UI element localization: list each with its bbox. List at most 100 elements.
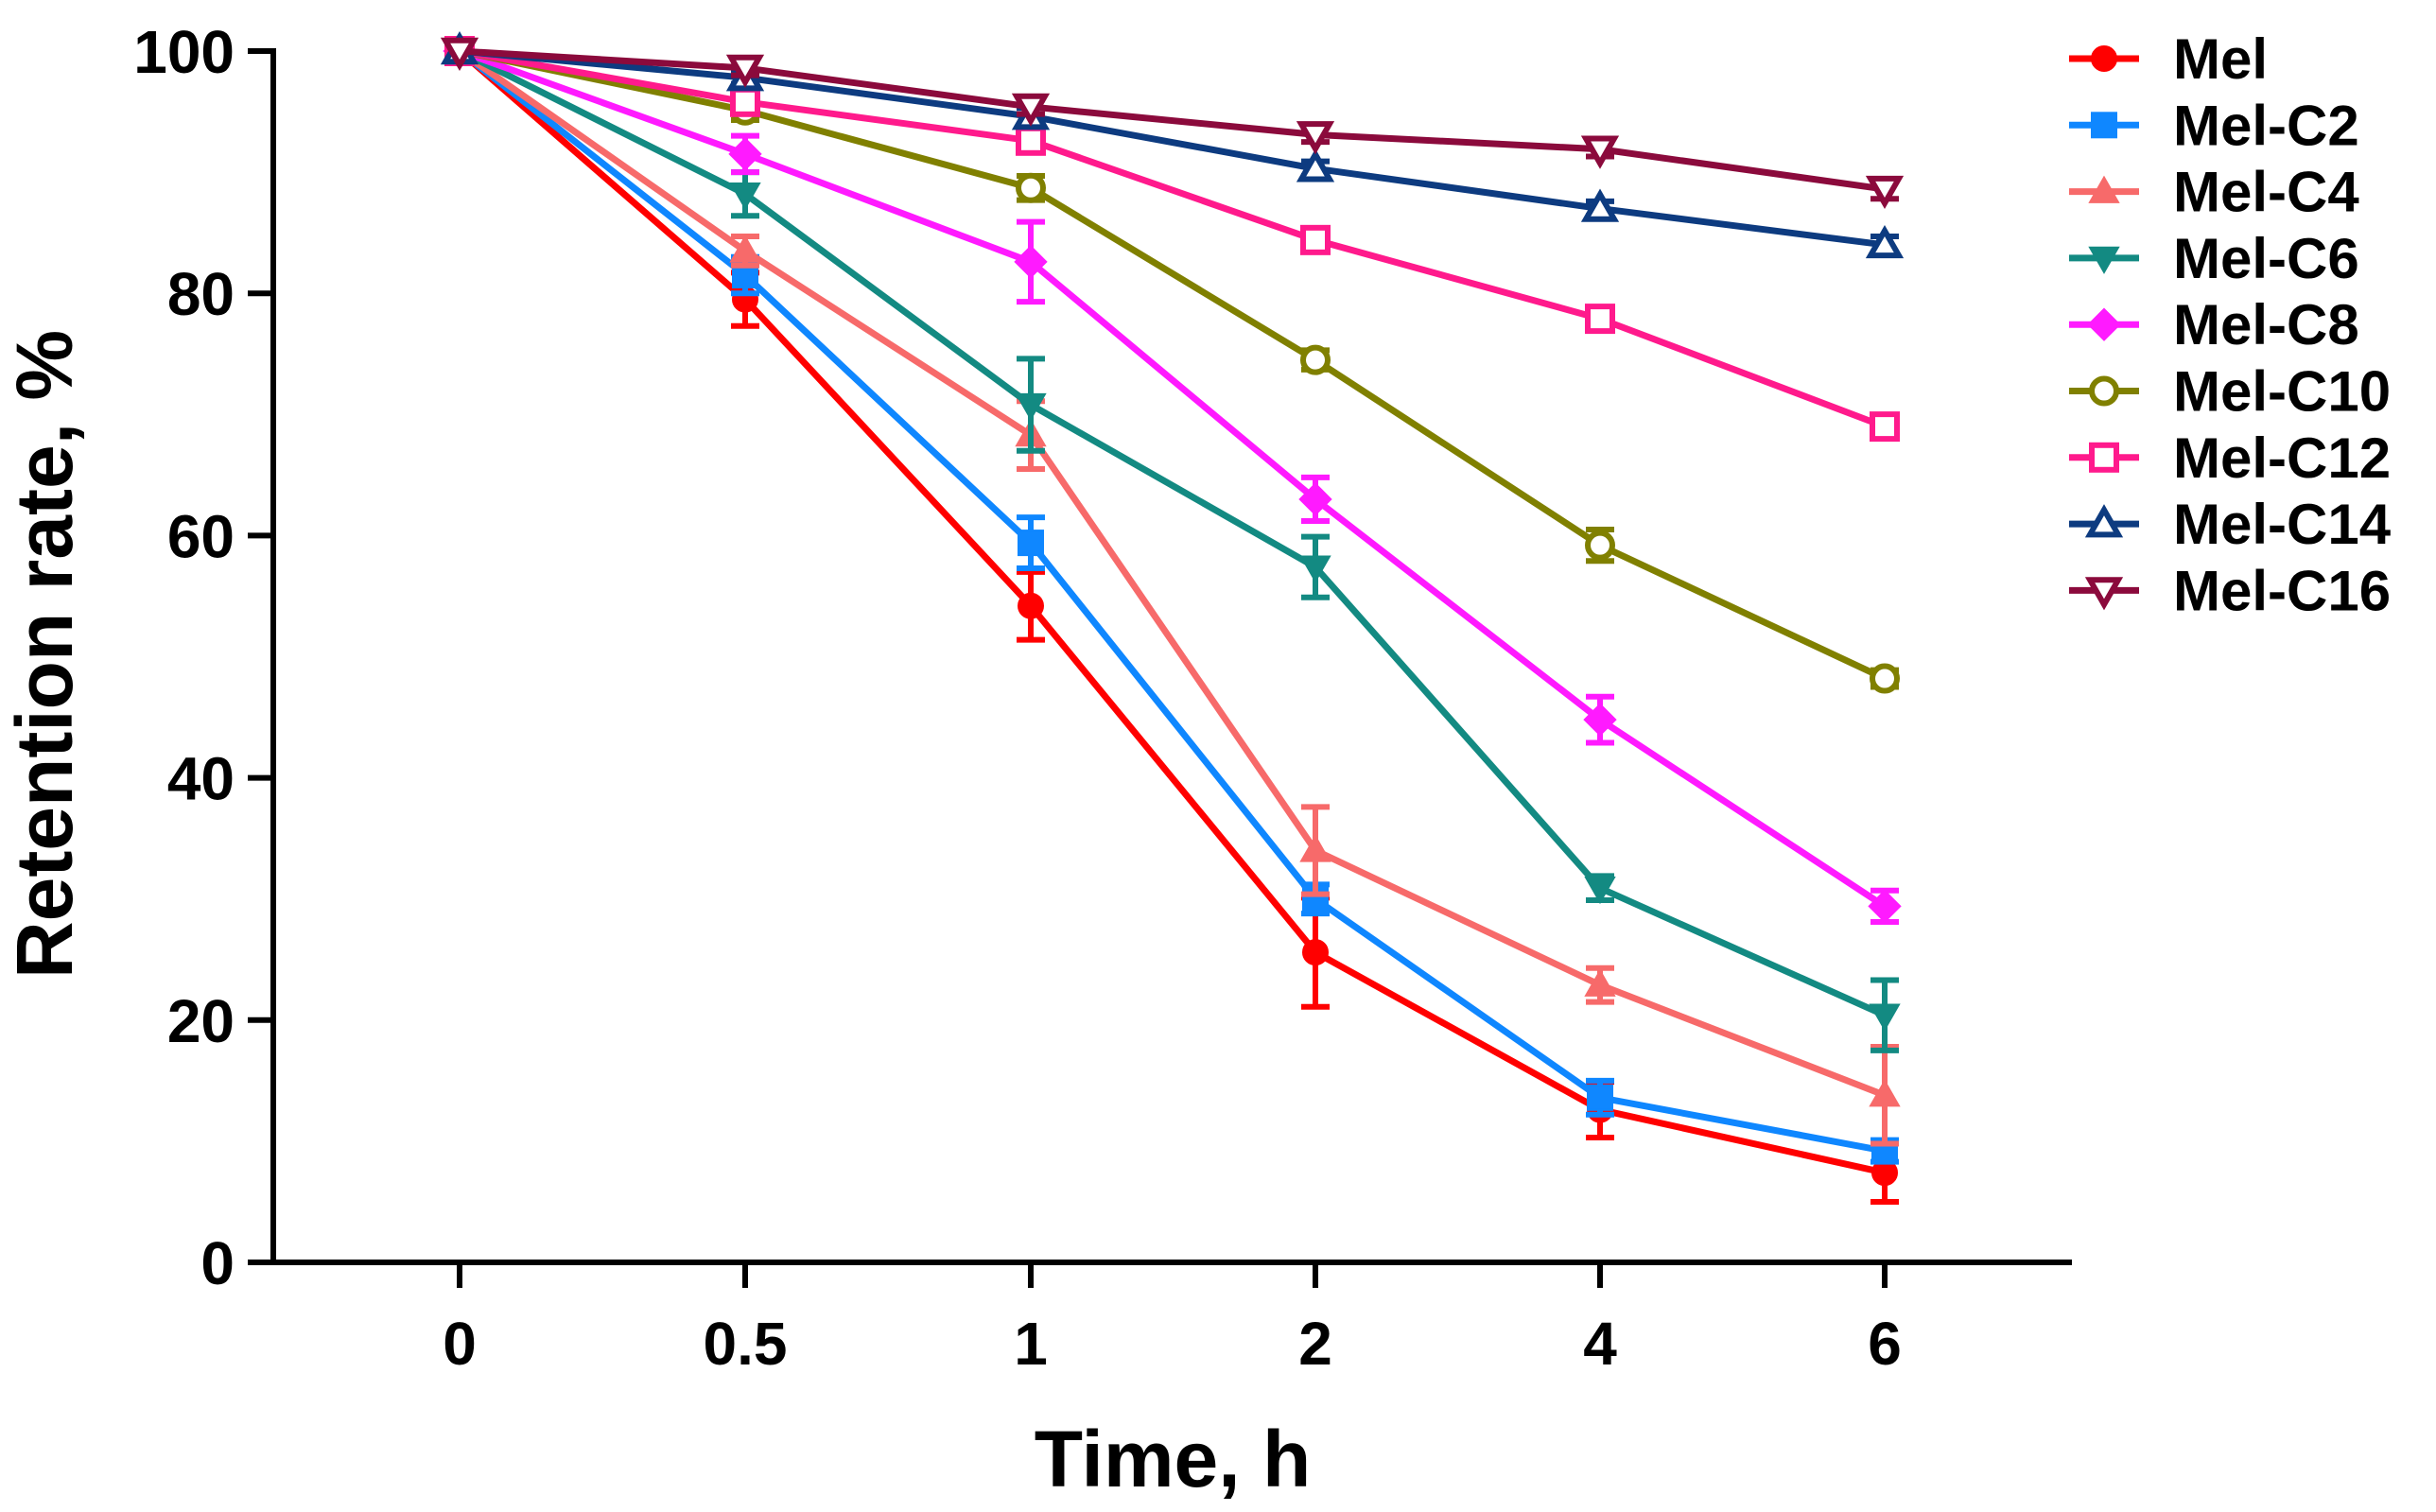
legend-label: Mel-C2 <box>2173 94 2359 157</box>
data-point <box>725 54 765 88</box>
x-tick-label: 1 <box>1014 1310 1048 1378</box>
x-axis-title: Time, h <box>1035 1415 1312 1503</box>
data-point <box>1869 1003 1901 1032</box>
x-tick-label: 0.5 <box>704 1310 788 1378</box>
data-point <box>1014 245 1048 279</box>
legend-label: Mel <box>2173 27 2268 91</box>
data-point <box>1299 834 1331 862</box>
data-point <box>440 37 479 71</box>
data-point <box>1584 876 1616 905</box>
series-line <box>459 47 1887 430</box>
data-point <box>1865 224 1905 259</box>
data-point <box>1298 482 1332 516</box>
y-tick-label: 20 <box>167 987 235 1055</box>
legend-label: Mel-C8 <box>2173 293 2359 356</box>
y-tick-label: 0 <box>200 1229 235 1297</box>
series-line <box>459 47 1887 682</box>
legend-marker <box>2088 246 2120 274</box>
data-point <box>728 137 762 171</box>
y-axis-title: Retention rate, % <box>0 330 89 979</box>
y-tick-label: 80 <box>167 260 235 328</box>
legend-item: Mel-C16 <box>2069 559 2391 622</box>
legend-item: Mel-C8 <box>2069 293 2359 356</box>
series-line <box>458 47 1887 1018</box>
series-mel-c4 <box>444 35 1901 1147</box>
data-point <box>1587 1084 1613 1111</box>
series-mel-c8 <box>443 34 1902 926</box>
y-tick-label: 40 <box>167 745 235 813</box>
data-point <box>1015 392 1047 422</box>
legend-item: Mel-C4 <box>2069 161 2359 224</box>
series-line <box>459 47 1886 249</box>
plot-area <box>440 31 1905 1205</box>
series-mel-c2 <box>446 38 1899 1165</box>
y-tick-label: 60 <box>167 502 235 570</box>
x-tick-label: 2 <box>1298 1310 1332 1378</box>
x-tick-label: 6 <box>1868 1310 1902 1378</box>
data-point <box>729 235 761 263</box>
legend-item: Mel-C10 <box>2069 360 2391 424</box>
legend-item: Mel <box>2069 27 2268 91</box>
legend-label: Mel-C4 <box>2173 161 2359 224</box>
series-line <box>457 48 1887 1099</box>
data-point <box>1865 175 1905 210</box>
legend-item: Mel-C14 <box>2069 493 2392 556</box>
legend-label: Mel-C10 <box>2173 360 2391 424</box>
x-tick-label: 0 <box>443 1310 477 1378</box>
data-point <box>1870 411 1900 443</box>
data-point <box>1016 172 1046 203</box>
legend-label: Mel-C14 <box>2173 493 2392 556</box>
legend-marker <box>2088 175 2120 203</box>
x-ticks: 0 0.5 1 2 4 6 <box>443 1262 1902 1378</box>
legend-item: Mel-C12 <box>2069 426 2391 490</box>
data-point <box>1300 344 1331 375</box>
legend-item: Mel-C6 <box>2069 227 2359 290</box>
y-tick-label: 100 <box>133 18 235 86</box>
legend-marker <box>2087 307 2121 341</box>
series-mel-c10 <box>444 36 1900 694</box>
legend-marker <box>2091 45 2117 72</box>
data-point <box>729 182 761 211</box>
data-point <box>1580 188 1620 222</box>
legend-item: Mel-C2 <box>2069 94 2359 157</box>
series-line <box>457 48 1886 1155</box>
series-mel-c14 <box>440 31 1905 259</box>
data-point <box>1299 555 1331 583</box>
y-ticks: 0 20 40 60 80 100 <box>133 18 273 1297</box>
data-point <box>1585 530 1615 561</box>
legend-marker <box>2089 442 2119 473</box>
axes <box>270 48 2072 1265</box>
data-point <box>1018 592 1044 619</box>
data-point <box>1016 125 1046 156</box>
legend: MelMel-C2Mel-C4Mel-C6Mel-C8Mel-C10Mel-C1… <box>2069 27 2392 622</box>
data-point <box>1296 121 1335 155</box>
legend-label: Mel-C6 <box>2173 227 2359 290</box>
data-point <box>1018 530 1044 557</box>
legend-label: Mel-C16 <box>2173 559 2391 622</box>
data-point <box>1583 703 1617 737</box>
data-point <box>1296 148 1335 182</box>
data-point <box>1584 968 1616 997</box>
data-point <box>1585 304 1615 335</box>
legend-label: Mel-C12 <box>2173 426 2391 490</box>
series-line <box>457 48 1886 1176</box>
data-point <box>1011 93 1051 127</box>
legend-marker <box>2091 112 2117 139</box>
data-point <box>730 86 760 117</box>
data-point <box>1869 1079 1901 1107</box>
legend-marker <box>2084 577 2124 611</box>
data-point <box>1300 224 1331 255</box>
data-point <box>1580 135 1620 169</box>
series-line <box>458 47 1887 910</box>
legend-marker <box>2084 504 2124 538</box>
data-point <box>1302 939 1329 966</box>
series-mel-c6 <box>444 39 1901 1053</box>
series-mel-c16 <box>440 37 1905 210</box>
data-point <box>1868 889 1902 924</box>
legend-marker <box>2089 375 2119 407</box>
data-point <box>1870 663 1900 694</box>
series-line <box>459 47 1886 193</box>
x-tick-label: 4 <box>1583 1310 1617 1378</box>
